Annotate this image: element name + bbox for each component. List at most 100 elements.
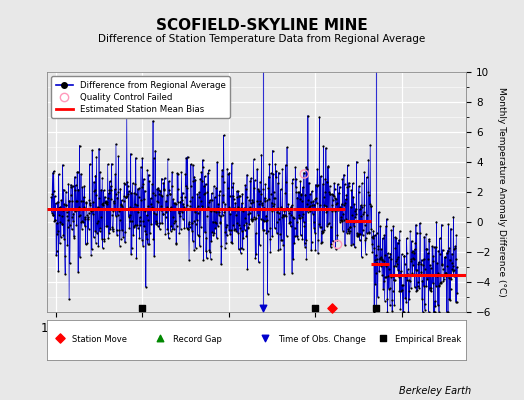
Point bbox=[95, 195, 104, 201]
Point bbox=[191, 244, 200, 251]
Point bbox=[343, 230, 351, 236]
Point bbox=[268, 233, 277, 240]
Point bbox=[81, 214, 89, 220]
Point bbox=[307, 238, 315, 245]
Point bbox=[111, 186, 119, 192]
Point bbox=[203, 212, 211, 219]
Point bbox=[89, 211, 97, 217]
Point bbox=[80, 223, 89, 229]
Text: SCOFIELD-SKYLINE MINE: SCOFIELD-SKYLINE MINE bbox=[156, 18, 368, 33]
Point bbox=[201, 229, 209, 236]
Point bbox=[167, 222, 176, 229]
Point bbox=[97, 200, 106, 207]
Point bbox=[389, 223, 397, 230]
Point bbox=[342, 196, 350, 202]
Point bbox=[406, 256, 414, 262]
Point bbox=[358, 232, 367, 238]
Point bbox=[367, 226, 375, 232]
Point bbox=[298, 214, 306, 220]
Point bbox=[70, 186, 79, 193]
Point bbox=[152, 220, 161, 226]
Point bbox=[381, 252, 389, 258]
Point bbox=[73, 168, 82, 175]
Point bbox=[211, 225, 220, 232]
Point bbox=[359, 210, 367, 217]
Point bbox=[352, 158, 361, 165]
Point bbox=[417, 268, 425, 275]
Point bbox=[319, 229, 327, 235]
Point bbox=[298, 236, 307, 242]
Point bbox=[372, 260, 380, 266]
Point bbox=[163, 156, 172, 162]
Point bbox=[431, 309, 439, 315]
Point bbox=[370, 257, 379, 264]
Point bbox=[90, 188, 99, 194]
Point bbox=[136, 214, 144, 220]
Point bbox=[402, 235, 411, 242]
Point bbox=[353, 232, 362, 239]
Point bbox=[388, 308, 396, 314]
Point bbox=[194, 194, 203, 200]
Point bbox=[332, 196, 340, 202]
Point bbox=[82, 200, 91, 206]
Point bbox=[345, 179, 353, 186]
Point bbox=[228, 160, 236, 167]
Point bbox=[203, 189, 212, 195]
Point bbox=[257, 216, 265, 222]
Point bbox=[344, 182, 353, 189]
Point bbox=[99, 200, 107, 206]
Point bbox=[326, 191, 334, 198]
Point bbox=[209, 218, 217, 225]
Point bbox=[363, 174, 371, 181]
Point bbox=[250, 214, 258, 220]
Point bbox=[313, 182, 321, 189]
Point bbox=[70, 233, 78, 239]
Point bbox=[231, 207, 239, 214]
Point bbox=[304, 207, 313, 213]
Point bbox=[156, 335, 165, 341]
Point bbox=[331, 208, 340, 214]
Point bbox=[231, 226, 239, 232]
Point bbox=[227, 184, 236, 190]
Point bbox=[373, 256, 381, 263]
Point bbox=[114, 153, 123, 160]
Point bbox=[424, 256, 432, 262]
Point bbox=[91, 187, 99, 194]
Point bbox=[52, 248, 61, 254]
Point bbox=[60, 186, 68, 193]
Point bbox=[334, 190, 343, 196]
Point bbox=[337, 201, 346, 207]
Point bbox=[107, 186, 115, 193]
Point bbox=[380, 297, 389, 304]
Point bbox=[238, 246, 247, 252]
Point bbox=[166, 206, 174, 213]
Point bbox=[220, 132, 228, 138]
Point bbox=[200, 183, 208, 189]
Point bbox=[319, 143, 328, 149]
Point bbox=[418, 296, 426, 302]
Point bbox=[436, 280, 445, 286]
Point bbox=[410, 246, 419, 252]
Point bbox=[425, 286, 434, 293]
Point bbox=[135, 194, 143, 200]
Point bbox=[246, 210, 254, 216]
Point bbox=[416, 220, 424, 226]
Point bbox=[450, 266, 458, 273]
Point bbox=[198, 178, 206, 184]
Point bbox=[409, 247, 417, 254]
Point bbox=[224, 170, 233, 177]
Point bbox=[324, 189, 333, 196]
Point bbox=[214, 201, 222, 207]
Point bbox=[302, 164, 310, 170]
Point bbox=[155, 186, 163, 193]
Point bbox=[226, 211, 235, 217]
Point bbox=[159, 211, 167, 217]
Point bbox=[412, 288, 420, 294]
Point bbox=[180, 225, 189, 231]
Point bbox=[151, 221, 160, 227]
Point bbox=[182, 154, 190, 161]
Point bbox=[241, 227, 249, 233]
Point bbox=[345, 227, 354, 234]
Point bbox=[66, 198, 74, 205]
Point bbox=[398, 309, 407, 315]
